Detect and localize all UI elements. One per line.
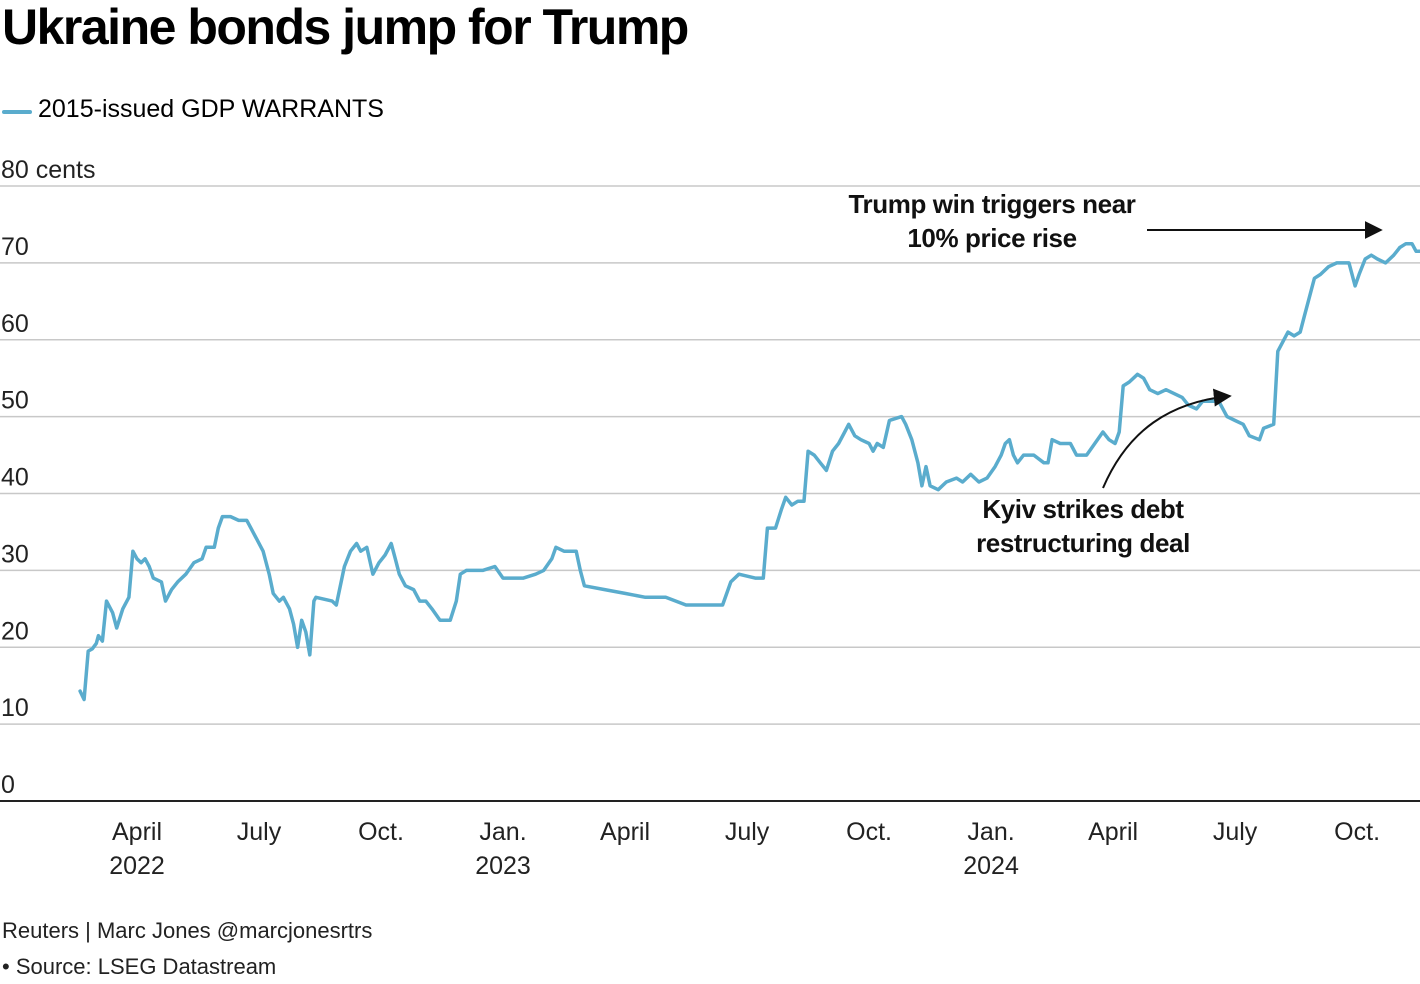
y-axis-ticks: 0 10 20 30 40 50 60 70 80 cents — [1, 156, 96, 799]
legend: 2015-issued GDP WARRANTS — [2, 94, 384, 124]
y-tick-label-40: 40 — [1, 464, 29, 492]
legend-label: 2015-issued GDP WARRANTS — [38, 95, 384, 123]
x-tick-label: Jan. — [967, 818, 1014, 846]
y-tick-label-80: 80 cents — [1, 156, 96, 184]
x-tick-year-label: 2022 — [109, 852, 165, 880]
y-tick-label-0: 0 — [1, 771, 15, 799]
x-tick-label: April — [112, 818, 162, 846]
annotation-kyiv-arrow — [1102, 388, 1232, 489]
y-tick-label-30: 30 — [1, 540, 29, 568]
y-tick-label-20: 20 — [1, 617, 29, 645]
footer-source: • Source: LSEG Datastream — [2, 954, 277, 979]
x-tick-year-label: 2024 — [963, 852, 1019, 880]
annotation-kyiv-line2: restructuring deal — [976, 528, 1190, 558]
x-tick-label: July — [1213, 818, 1258, 846]
x-tick-label: Oct. — [1334, 818, 1380, 846]
series-line-gdp-warrants — [78, 241, 1420, 702]
x-tick-label: April — [1088, 818, 1138, 846]
x-axis-ticks: April 2022 July Oct. Jan. 2023 April July Oct. Ja… — [109, 818, 1380, 880]
x-tick-label: July — [237, 818, 282, 846]
y-tick-label-60: 60 — [1, 310, 29, 338]
annotation-trump: Trump win triggers near 10% price rise — [849, 189, 1383, 253]
y-tick-label-70: 70 — [1, 233, 29, 261]
x-tick-label: Jan. — [479, 818, 526, 846]
x-tick-label: July — [725, 818, 770, 846]
x-tick-label: Oct. — [846, 818, 892, 846]
annotation-trump-line2: 10% price rise — [907, 223, 1076, 253]
annotation-kyiv-line1: Kyiv strikes debt — [982, 494, 1184, 524]
x-tick-label: April — [600, 818, 650, 846]
x-tick-year-label: 2023 — [475, 852, 531, 880]
legend-swatch — [2, 110, 32, 115]
y-tick-label-10: 10 — [1, 694, 29, 722]
annotation-trump-line1: Trump win triggers near — [849, 189, 1136, 219]
chart-title: Ukraine bonds jump for Trump — [2, 0, 689, 55]
x-tick-label: Oct. — [358, 818, 404, 846]
y-tick-label-50: 50 — [1, 387, 29, 415]
line-chart: 0 10 20 30 40 50 60 70 80 cents April 2022 July Oct… — [0, 156, 1420, 880]
gridlines — [0, 185, 1420, 802]
annotation-kyiv: Kyiv strikes debt restructuring deal — [976, 388, 1232, 558]
footer-credit: Reuters | Marc Jones @marcjonesrtrs — [2, 918, 373, 943]
